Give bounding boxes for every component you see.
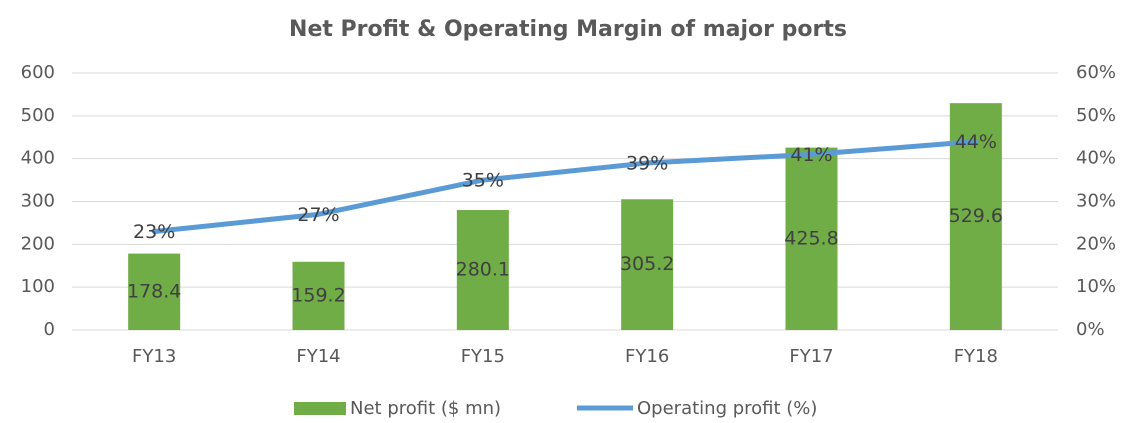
y-tick-label: 300 bbox=[21, 191, 55, 212]
bar bbox=[292, 261, 345, 330]
bar-value-label: 280.1 bbox=[456, 259, 510, 281]
bar-value-label: 529.6 bbox=[949, 205, 1003, 227]
legend-swatch bbox=[294, 402, 346, 415]
x-tick-label: FY17 bbox=[789, 346, 833, 367]
y2-tick-label: 50% bbox=[1076, 105, 1116, 126]
line-value-label: 39% bbox=[626, 152, 668, 174]
bar-value-label: 178.4 bbox=[127, 280, 181, 302]
line bbox=[151, 139, 979, 234]
legend-label: Net profit ($ mn) bbox=[350, 398, 501, 419]
y-tick-label: 200 bbox=[21, 233, 55, 254]
x-tick-label: FY13 bbox=[132, 346, 176, 367]
y2-tick-label: 60% bbox=[1076, 62, 1116, 83]
bar bbox=[785, 147, 838, 330]
x-tick-label: FY15 bbox=[461, 346, 505, 367]
y-tick-label: 500 bbox=[21, 105, 55, 126]
y-tick-label: 600 bbox=[21, 62, 55, 83]
bar-value-label: 159.2 bbox=[291, 284, 345, 306]
y2-tick-label: 0% bbox=[1076, 319, 1105, 340]
chart-title: Net Profit & Operating Margin of major p… bbox=[289, 17, 847, 42]
y-tick-label: 100 bbox=[21, 276, 55, 297]
line-value-label: 27% bbox=[297, 204, 339, 226]
bar bbox=[621, 199, 674, 330]
bar-value-label: 425.8 bbox=[784, 227, 838, 249]
y2-tick-label: 20% bbox=[1076, 233, 1116, 254]
y-tick-label: 400 bbox=[21, 148, 55, 169]
x-tick-label: FY14 bbox=[296, 346, 340, 367]
line-value-label: 44% bbox=[955, 131, 997, 153]
bar bbox=[128, 253, 181, 330]
line-value-label: 35% bbox=[462, 170, 504, 192]
y-tick-label: 0 bbox=[44, 319, 55, 340]
x-tick-label: FY16 bbox=[625, 346, 669, 367]
line-value-label: 41% bbox=[790, 144, 832, 166]
bar bbox=[456, 210, 509, 330]
x-tick-label: FY18 bbox=[954, 346, 998, 367]
legend-label: Operating profit (%) bbox=[637, 398, 817, 419]
y2-tick-label: 40% bbox=[1076, 148, 1116, 169]
line-value-label: 23% bbox=[133, 221, 175, 243]
y2-tick-label: 30% bbox=[1076, 191, 1116, 212]
bar-value-label: 305.2 bbox=[620, 253, 674, 275]
y2-tick-label: 10% bbox=[1076, 276, 1116, 297]
